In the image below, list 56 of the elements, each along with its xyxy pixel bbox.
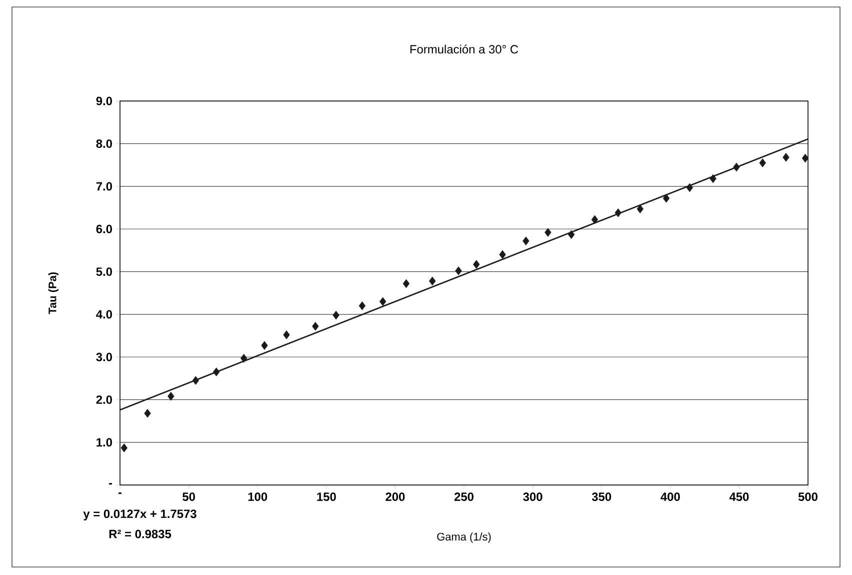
point [168, 392, 174, 401]
y-tick-label: 4.0 [96, 310, 112, 319]
y-tick-label: 3.0 [96, 352, 112, 362]
y-tick-label: 6.0 [96, 224, 112, 234]
point [212, 368, 220, 376]
text: R² = 0.9835 [109, 530, 172, 538]
x-tick-label: 250 [454, 492, 474, 501]
point [733, 162, 740, 172]
point [522, 236, 530, 246]
y-tick-label: 1.0 [96, 438, 112, 447]
point [429, 276, 436, 286]
point [591, 215, 598, 224]
x-tick-label: - [118, 492, 122, 494]
point [240, 354, 248, 363]
point [499, 250, 506, 260]
y-tick-label: 2.0 [96, 395, 112, 404]
point [332, 310, 340, 320]
point [283, 330, 290, 340]
point [759, 158, 766, 168]
x-tick-label: 300 [523, 492, 542, 502]
point [686, 183, 694, 192]
x-tick-label: 100 [248, 492, 268, 501]
point [402, 279, 410, 288]
text: y = 0.0127x + 1.7573 [83, 510, 196, 520]
x-tick-label: 400 [660, 492, 680, 501]
y-tick-label: 7.0 [96, 182, 112, 191]
point [544, 228, 552, 237]
point [662, 194, 670, 203]
point [473, 260, 480, 269]
x-tick-label: 350 [592, 492, 612, 502]
y-tick-label: 8.0 [96, 139, 112, 148]
point [358, 301, 366, 310]
y-axis-title: Tau (Pa) [48, 272, 58, 314]
point [261, 341, 268, 350]
point [782, 152, 790, 162]
x-tick-label: 500 [798, 492, 818, 501]
y-tick-label: 5.0 [96, 267, 112, 276]
x-tick-label: 50 [182, 492, 195, 501]
x-tick-label: 150 [317, 492, 336, 501]
point [710, 174, 716, 184]
y-tick-label: - [108, 483, 112, 485]
y-tick-label: 9.0 [96, 96, 112, 106]
point [120, 443, 128, 452]
point [144, 408, 151, 418]
x-tick-label: 450 [729, 492, 749, 501]
point [614, 208, 622, 218]
point [455, 266, 462, 276]
point [379, 297, 386, 306]
x-axis-title: Gama (1/s) [437, 532, 491, 543]
point [312, 322, 319, 331]
x-tick-label: 200 [386, 492, 405, 501]
point [636, 204, 644, 214]
point [192, 376, 200, 385]
point [802, 154, 809, 163]
point [568, 230, 575, 239]
chart-title: Formulación a 30° C [410, 44, 518, 54]
